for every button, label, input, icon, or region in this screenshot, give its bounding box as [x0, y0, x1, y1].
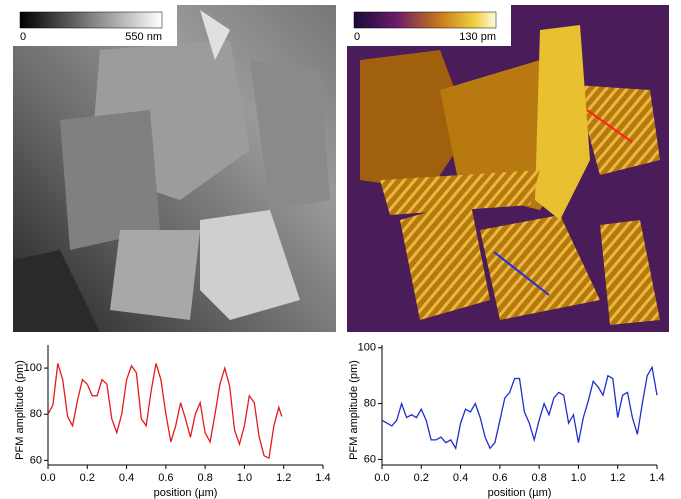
x-tick-label: 0.0 — [374, 472, 389, 484]
x-tick-label: 0.2 — [414, 472, 429, 484]
x-tick-label: 1.0 — [237, 472, 252, 484]
colorbar-max-label: 550 nm — [125, 31, 162, 43]
colorbar-max-label: 130 pm — [459, 31, 496, 43]
y-axis-label: PFM amplitude (pm) — [14, 360, 26, 460]
data-line — [381, 365, 658, 451]
y-tick-label: 100 — [358, 342, 376, 354]
topography-image — [13, 5, 336, 332]
x-tick-label: 0.4 — [453, 472, 468, 484]
y-tick-label: 80 — [30, 408, 42, 420]
colorbar-min-label: 0 — [20, 31, 26, 43]
x-tick-label: 0.2 — [80, 472, 95, 484]
x-tick-label: 1.4 — [315, 472, 330, 484]
x-tick-label: 1.2 — [610, 472, 625, 484]
colorbar-min-label: 0 — [354, 31, 360, 43]
x-tick-label: 0.6 — [158, 472, 173, 484]
x-tick-label: 0.4 — [119, 472, 134, 484]
y-tick-label: 80 — [364, 398, 376, 410]
x-axis-label: position (µm) — [488, 487, 552, 499]
data-line — [47, 363, 283, 460]
x-tick-label: 0.8 — [197, 472, 212, 484]
y-tick-label: 60 — [364, 453, 376, 465]
x-axis-label: position (µm) — [154, 487, 218, 499]
x-tick-label: 1.2 — [276, 472, 291, 484]
y-axis-label: PFM amplitude (pm) — [348, 360, 360, 460]
y-tick-label: 60 — [30, 454, 42, 466]
y-tick-label: 100 — [24, 362, 42, 374]
x-tick-label: 1.4 — [649, 472, 664, 484]
x-tick-label: 0.8 — [531, 472, 546, 484]
pfm-image — [347, 5, 669, 332]
x-tick-label: 0.0 — [40, 472, 55, 484]
x-tick-label: 0.6 — [492, 472, 507, 484]
x-tick-label: 1.0 — [571, 472, 586, 484]
